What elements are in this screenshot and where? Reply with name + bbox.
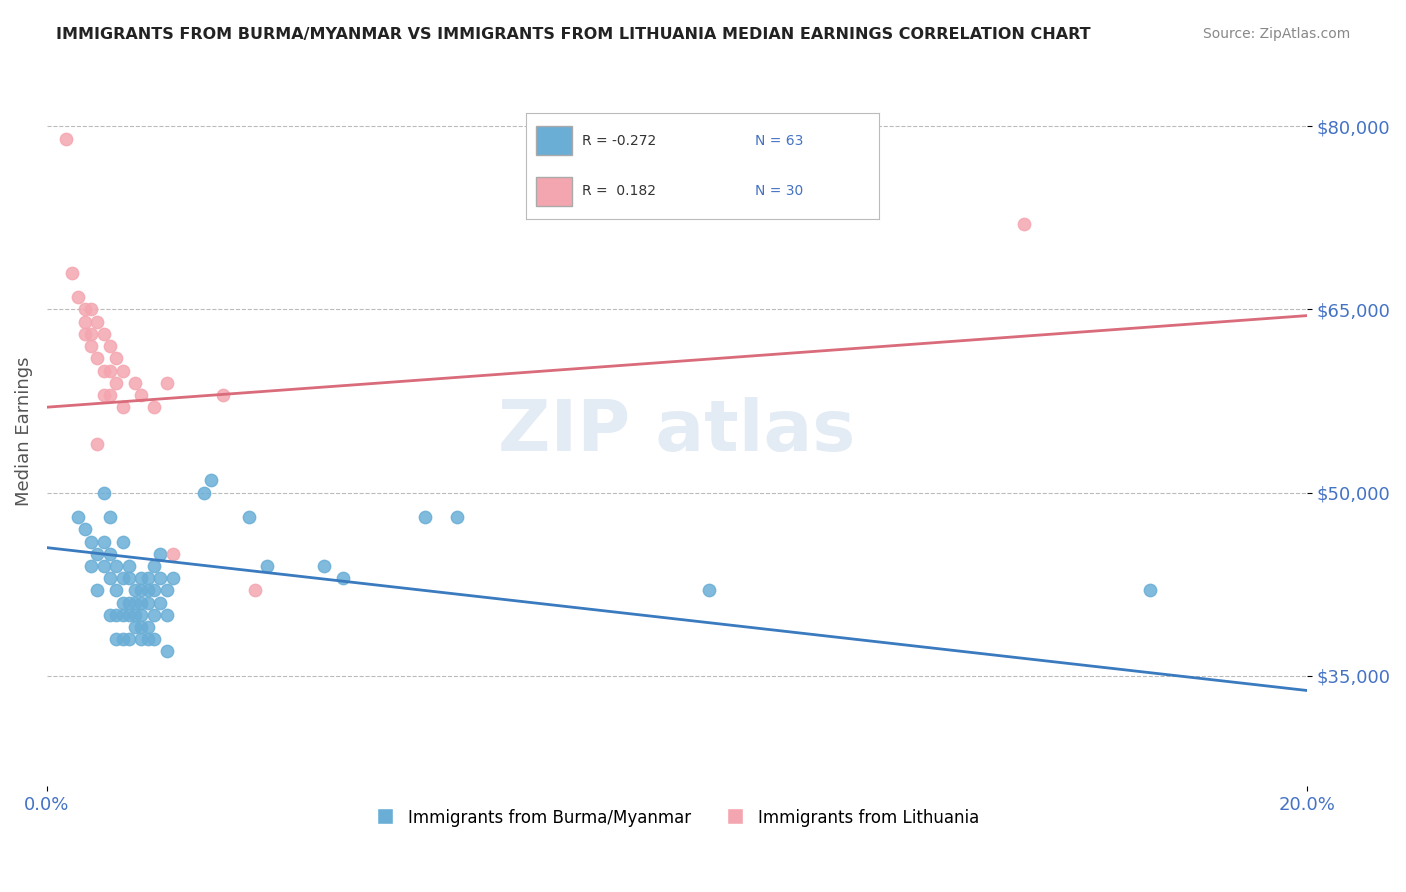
- Point: [131, 607, 153, 622]
- Point: [200, 474, 222, 488]
- Point: [136, 596, 159, 610]
- Point: [86, 583, 108, 598]
- Point: [314, 558, 336, 573]
- Point: [105, 376, 128, 390]
- Point: [73, 522, 96, 536]
- Point: [131, 388, 153, 402]
- Point: [256, 558, 278, 573]
- Point: [118, 571, 141, 585]
- Point: [143, 607, 166, 622]
- Point: [124, 607, 146, 622]
- Point: [131, 571, 153, 585]
- Point: [156, 376, 179, 390]
- Point: [1012, 217, 1035, 231]
- Point: [93, 388, 115, 402]
- Point: [149, 547, 172, 561]
- Point: [80, 326, 103, 341]
- Point: [697, 583, 720, 598]
- Point: [98, 363, 121, 377]
- Point: [332, 571, 354, 585]
- Point: [93, 326, 115, 341]
- Point: [124, 376, 146, 390]
- Point: [93, 558, 115, 573]
- Point: [118, 632, 141, 647]
- Point: [143, 400, 166, 414]
- Point: [149, 571, 172, 585]
- Point: [149, 596, 172, 610]
- Point: [136, 620, 159, 634]
- Point: [193, 485, 215, 500]
- Legend: Immigrants from Burma/Myanmar, Immigrants from Lithuania: Immigrants from Burma/Myanmar, Immigrant…: [368, 803, 986, 834]
- Point: [143, 558, 166, 573]
- Point: [131, 583, 153, 598]
- Point: [243, 583, 266, 598]
- Point: [93, 485, 115, 500]
- Point: [111, 596, 134, 610]
- Point: [105, 351, 128, 366]
- Point: [162, 547, 184, 561]
- Point: [73, 326, 96, 341]
- Point: [80, 302, 103, 317]
- Point: [98, 547, 121, 561]
- Point: [156, 583, 179, 598]
- Point: [124, 620, 146, 634]
- Point: [124, 596, 146, 610]
- Point: [111, 534, 134, 549]
- Point: [105, 558, 128, 573]
- Point: [124, 583, 146, 598]
- Point: [131, 620, 153, 634]
- Text: Source: ZipAtlas.com: Source: ZipAtlas.com: [1202, 27, 1350, 41]
- Point: [98, 388, 121, 402]
- Point: [143, 632, 166, 647]
- Point: [105, 583, 128, 598]
- Point: [136, 571, 159, 585]
- Point: [111, 632, 134, 647]
- Point: [111, 607, 134, 622]
- Point: [98, 339, 121, 353]
- Point: [86, 351, 108, 366]
- Point: [162, 571, 184, 585]
- Point: [80, 534, 103, 549]
- Point: [413, 510, 436, 524]
- Point: [80, 558, 103, 573]
- Point: [86, 315, 108, 329]
- Point: [111, 571, 134, 585]
- Point: [118, 607, 141, 622]
- Point: [55, 131, 77, 145]
- Point: [73, 315, 96, 329]
- Text: ZIP atlas: ZIP atlas: [499, 397, 856, 467]
- Point: [1139, 583, 1161, 598]
- Text: IMMIGRANTS FROM BURMA/MYANMAR VS IMMIGRANTS FROM LITHUANIA MEDIAN EARNINGS CORRE: IMMIGRANTS FROM BURMA/MYANMAR VS IMMIGRA…: [56, 27, 1091, 42]
- Point: [60, 266, 83, 280]
- Point: [238, 510, 260, 524]
- Point: [105, 607, 128, 622]
- Point: [446, 510, 468, 524]
- Point: [136, 583, 159, 598]
- Point: [111, 363, 134, 377]
- Point: [105, 632, 128, 647]
- Point: [98, 607, 121, 622]
- Point: [67, 290, 90, 304]
- Point: [118, 558, 141, 573]
- Point: [143, 583, 166, 598]
- Point: [98, 510, 121, 524]
- Y-axis label: Median Earnings: Median Earnings: [15, 357, 32, 507]
- Point: [212, 388, 235, 402]
- Point: [111, 400, 134, 414]
- Point: [131, 596, 153, 610]
- Point: [156, 644, 179, 658]
- Point: [86, 547, 108, 561]
- Point: [131, 632, 153, 647]
- Point: [136, 632, 159, 647]
- Point: [73, 302, 96, 317]
- Point: [86, 437, 108, 451]
- Point: [118, 596, 141, 610]
- Point: [93, 363, 115, 377]
- Point: [67, 510, 90, 524]
- Point: [156, 607, 179, 622]
- Point: [93, 534, 115, 549]
- Point: [98, 571, 121, 585]
- Point: [80, 339, 103, 353]
